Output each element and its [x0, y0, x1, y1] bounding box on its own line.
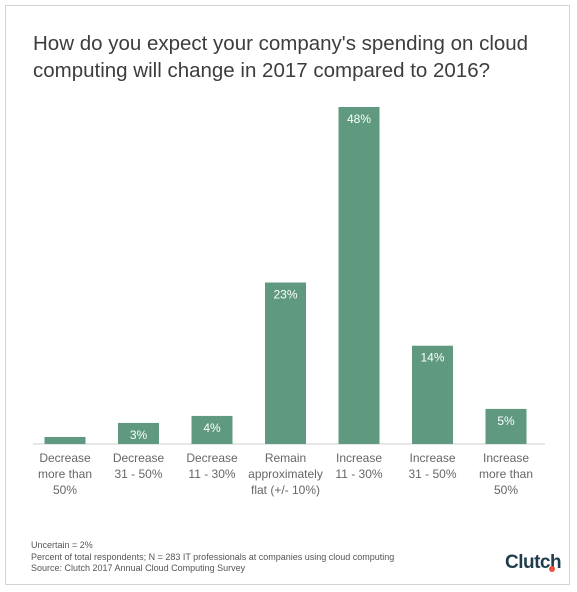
bar-value-label-5: 14%	[420, 351, 444, 365]
chart-title: How do you expect your company's spendin…	[33, 32, 529, 82]
bar-value-label-4: 48%	[347, 112, 371, 126]
bar-5	[412, 345, 453, 444]
bars-group	[44, 107, 527, 444]
category-label-line: more than	[38, 467, 92, 481]
category-label-line: Increase	[409, 451, 455, 465]
bar-labels-group: 1% 3% 4% 23% 48% 14% 5%	[56, 112, 515, 456]
category-label-line: 50%	[494, 483, 518, 497]
bar-value-label-0: 1%	[56, 442, 74, 456]
bar-1	[118, 422, 159, 444]
bar-6	[485, 408, 527, 444]
bar-4	[338, 107, 380, 444]
category-label-0: Decrease more than 50%	[38, 451, 92, 497]
category-label-5: Increase 31 - 50%	[408, 451, 456, 481]
bar-value-label-2: 4%	[203, 421, 221, 435]
clutch-logo-dot	[549, 566, 555, 572]
footnote-respondents: Percent of total respondents; N = 283 IT…	[31, 551, 395, 562]
bar-2	[191, 415, 233, 444]
bar-value-label-3: 23%	[273, 288, 297, 302]
category-label-1: Decrease 31 - 50%	[113, 451, 165, 481]
category-label-2: Decrease 11 - 30%	[186, 451, 238, 481]
category-label-line: 11 - 30%	[188, 467, 235, 481]
category-label-line: 11 - 30%	[335, 467, 382, 481]
category-label-line: Decrease	[113, 451, 165, 465]
footnote-source: Source: Clutch 2017 Annual Cloud Computi…	[31, 563, 246, 573]
footnotes: Uncertain = 2% Percent of total responde…	[31, 540, 394, 575]
category-label-line: 50%	[53, 483, 77, 497]
tick-labels-group: Decrease more than 50%Decrease 31 - 50%Decr…	[38, 451, 533, 497]
category-label-line: Increase	[336, 451, 382, 465]
category-label-6: Increase more than 50%	[479, 451, 533, 497]
bar-0	[44, 436, 86, 444]
bar-value-label-1: 3%	[130, 428, 148, 442]
category-label-line: 31 - 50%	[408, 467, 456, 481]
bar-value-label-6: 5%	[497, 414, 515, 428]
category-label-line: approximately	[248, 467, 323, 481]
category-label-line: 31 - 50%	[114, 467, 162, 481]
category-label-line: Remain	[265, 451, 306, 465]
clutch-logo: Clutch	[505, 552, 562, 573]
category-label-line: more than	[479, 467, 533, 481]
category-label-line: Decrease	[186, 451, 238, 465]
bar-3	[265, 282, 306, 444]
category-label-3: Remain approximately flat (+/- 10%)	[248, 451, 323, 497]
category-label-line: Decrease	[39, 451, 91, 465]
category-label-line: Increase	[483, 451, 529, 465]
category-label-4: Increase 11 - 30%	[335, 451, 382, 481]
footnote-uncertain: Uncertain = 2%	[31, 540, 93, 550]
category-label-line: flat (+/- 10%)	[251, 483, 320, 497]
